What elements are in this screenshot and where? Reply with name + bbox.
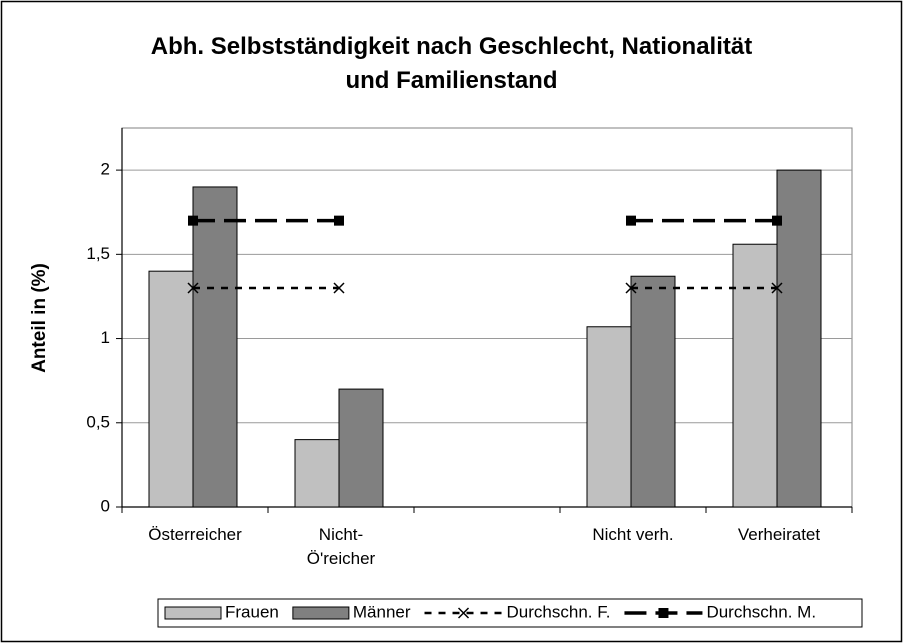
- bar: [630, 275, 676, 508]
- legend-label: Frauen: [225, 602, 279, 621]
- y-axis-title: Anteil in (%): [29, 263, 50, 373]
- legend-label: Männer: [353, 602, 411, 621]
- line-marker: [625, 282, 637, 294]
- legend-swatch: [164, 606, 222, 620]
- x-tick-label: Nicht verh.: [592, 525, 674, 544]
- bar: [338, 388, 384, 508]
- legend-label: Durchschn. M.: [706, 602, 816, 621]
- legend-marker: [658, 608, 669, 618]
- y-tick-label: 0,5: [86, 412, 110, 431]
- y-tick-label: 0: [101, 496, 110, 515]
- line-marker: [187, 282, 199, 294]
- line-marker: [771, 282, 783, 294]
- line-marker: [333, 282, 345, 294]
- bar: [294, 439, 340, 508]
- x-tick-label: Österreicher: [148, 525, 242, 544]
- bar: [148, 270, 194, 508]
- legend-label: Durchschn. F.: [507, 602, 611, 621]
- x-tick-label: Verheiratet: [737, 525, 821, 544]
- line-marker: [188, 215, 198, 226]
- bar: [192, 186, 238, 508]
- legend-marker: [457, 607, 470, 619]
- y-tick-label: 2: [101, 160, 110, 179]
- line-marker: [334, 215, 344, 226]
- bar: [732, 243, 778, 508]
- line-marker: [626, 215, 636, 226]
- line-marker: [772, 215, 782, 226]
- bar: [586, 326, 632, 508]
- bar: [776, 169, 822, 508]
- chart-title: Abh. Selbstständigkeit nach Geschlecht, …: [150, 33, 753, 94]
- x-tick-label: Nicht- Ö'reicher: [306, 525, 376, 568]
- legend-swatch: [292, 606, 350, 620]
- y-tick-label: 1,5: [86, 244, 110, 263]
- y-tick-label: 1: [101, 328, 110, 347]
- legend-box: [157, 598, 863, 628]
- plot-area: [121, 127, 853, 508]
